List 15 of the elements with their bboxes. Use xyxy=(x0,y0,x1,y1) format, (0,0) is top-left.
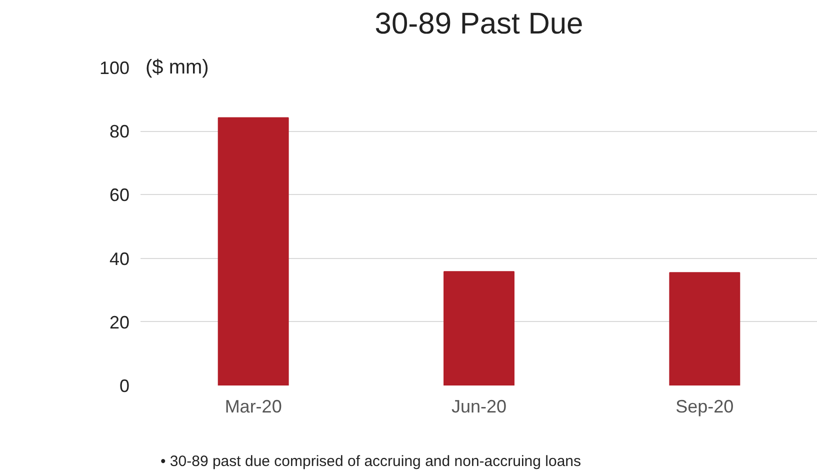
y-axis-title: ($ mm) xyxy=(146,56,209,78)
bar xyxy=(218,117,289,386)
y-tick-label: 80 xyxy=(109,122,130,142)
text: • 30-89 past due comprised of accruing and non-accruing loans xyxy=(160,453,582,470)
x-tick-label: Jun-20 xyxy=(451,396,507,416)
y-tick-label: 0 xyxy=(119,376,130,396)
chart-title: 30-89 Past Due xyxy=(374,8,584,40)
y-tick-label: 100 xyxy=(99,58,130,78)
y-tick-label: 40 xyxy=(109,248,130,269)
x-tick-label: Mar-20 xyxy=(224,396,282,416)
x-tick-label: Sep-20 xyxy=(676,396,734,416)
bar xyxy=(669,272,740,386)
y-tick-label: 60 xyxy=(109,185,130,206)
y-tick-label: 20 xyxy=(109,312,130,332)
bar xyxy=(444,271,514,386)
